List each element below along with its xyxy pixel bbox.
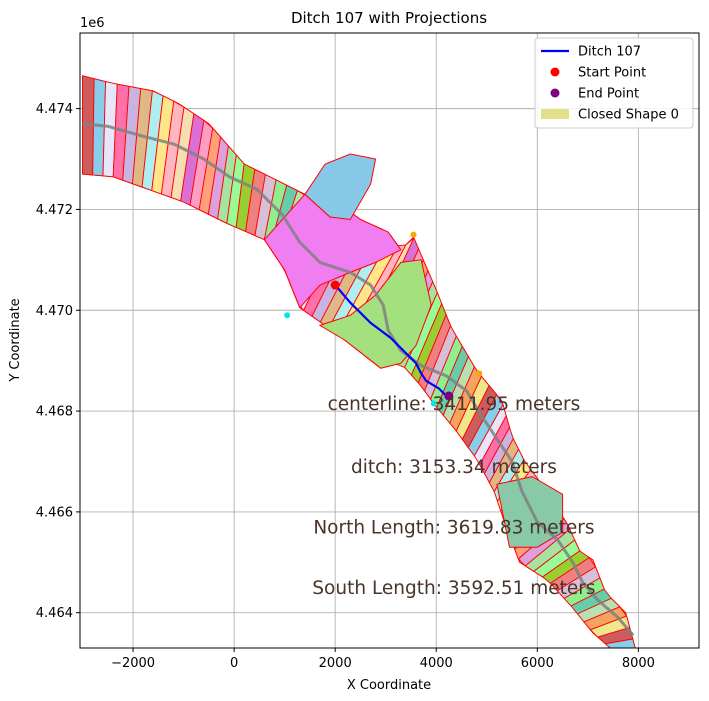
length-annotation: ditch: 3153.34 meters [351,457,557,478]
length-annotation: North Length: 3619.83 meters [313,518,594,539]
legend-box [534,37,694,129]
annotations: centerline: 3411.95 meters ditch: 3153.34… [312,394,595,599]
projection-point [284,312,291,319]
x-tick-label: 8000 [622,656,655,671]
x-axis-ticks: −2000 0 2000 4000 6000 8000 [111,648,655,671]
y-tick-label: 4.470 [36,304,73,319]
projection-region [318,259,432,369]
y-axis-ticks: 4.464 4.466 4.468 4.470 4.472 4.474 [36,102,80,621]
plot-frame [79,32,700,649]
start-point-marker [330,280,340,290]
x-axis-label: X Coordinate [347,678,431,693]
legend-label: Closed Shape 0 [578,108,679,123]
y-tick-label: 4.474 [36,102,73,117]
projection-region [304,153,377,221]
centerline-path [82,122,635,637]
legend-label: Start Point [578,66,646,81]
projection-shapes [82,75,636,648]
y-tick-label: 4.464 [36,606,73,621]
y-axis-label: Y Coordinate [8,298,23,382]
projection-strip [604,638,636,648]
legend-patch-swatch [541,109,569,119]
x-tick-label: 2000 [319,656,352,671]
y-tick-label: 4.472 [36,203,73,218]
legend-dot-swatch [550,67,560,77]
x-tick-label: 0 [230,656,238,671]
legend-dot-swatch [550,88,560,98]
length-annotation: centerline: 3411.95 meters [328,394,581,415]
x-tick-label: −2000 [111,656,155,671]
legend-label: End Point [578,87,639,102]
y-offset-label: 1e6 [80,16,105,31]
projection-point [476,370,483,377]
chart-title: Ditch 107 with Projections [291,9,487,27]
projection-point [410,231,417,238]
ditch-line [334,284,450,400]
end-point-marker [444,391,454,401]
projection-markers [284,231,483,407]
x-tick-label: 6000 [521,656,554,671]
projection-point [430,400,437,407]
legend-label: Ditch 107 [578,45,641,60]
y-tick-label: 4.468 [36,405,73,420]
legend: Ditch 107 Start Point End Point Closed Shap… [534,37,694,129]
length-annotation: South Length: 3592.51 meters [312,578,595,599]
y-tick-label: 4.466 [36,505,73,520]
x-tick-label: 4000 [420,656,453,671]
